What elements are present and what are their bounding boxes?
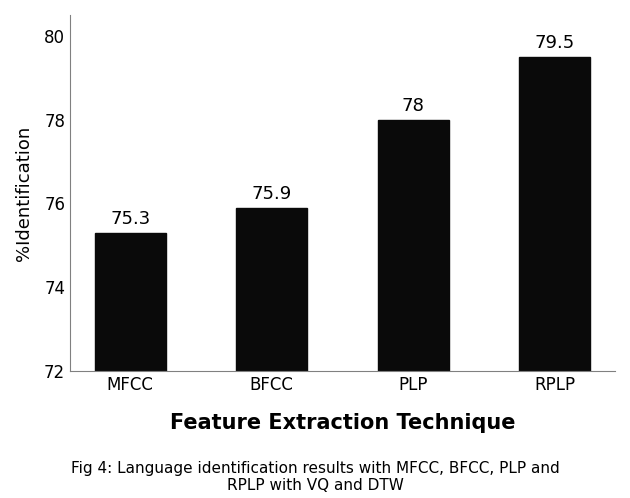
Text: Fig 4: Language identification results with MFCC, BFCC, PLP and: Fig 4: Language identification results w… [71,461,559,476]
Y-axis label: %Identification: %Identification [15,125,33,260]
Text: 75.3: 75.3 [110,210,151,228]
Bar [520,57,590,498]
Bar [378,120,449,498]
Bar [236,208,307,498]
Text: 75.9: 75.9 [251,185,292,203]
Text: 79.5: 79.5 [535,34,575,52]
X-axis label: Feature Extraction Technique: Feature Extraction Technique [170,413,515,433]
Bar [95,233,166,498]
Text: 78: 78 [402,97,425,115]
Text: RPLP with VQ and DTW: RPLP with VQ and DTW [227,478,403,493]
